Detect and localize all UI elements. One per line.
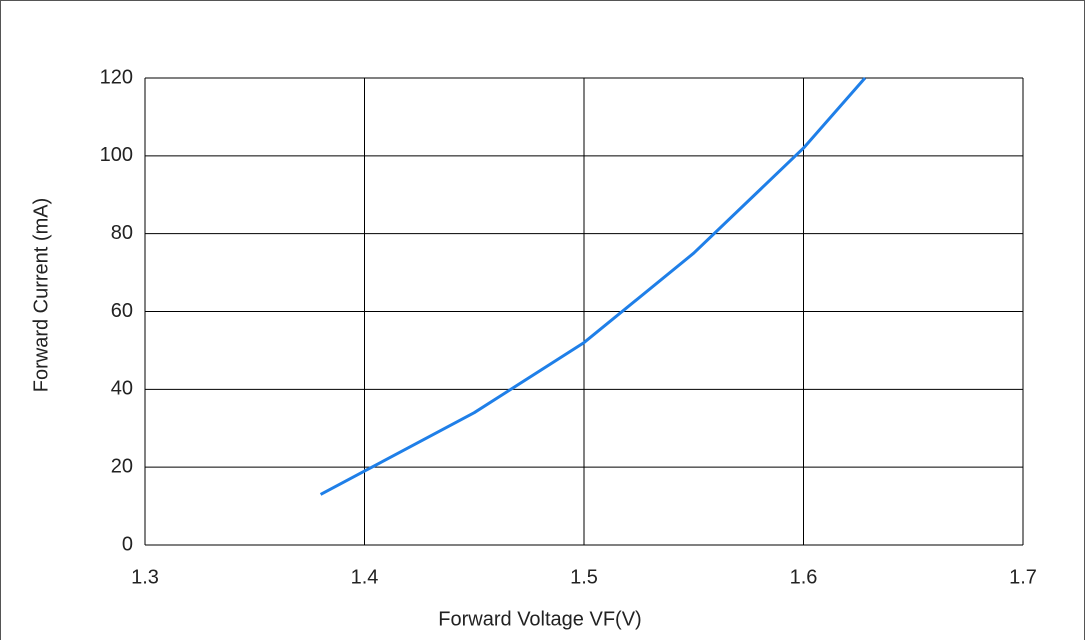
y-tick-label: 20	[111, 455, 133, 477]
x-tick-label: 1.6	[790, 566, 818, 588]
x-tick-label: 1.7	[1009, 566, 1037, 588]
y-axis-label: Forward Current (mA)	[30, 198, 52, 392]
y-tick-label: 100	[100, 144, 133, 166]
y-tick-label: 80	[111, 222, 133, 244]
x-axis-label: Forward Voltage VF(V)	[438, 608, 641, 630]
y-tick-label: 120	[100, 66, 133, 88]
y-tick-label: 40	[111, 378, 133, 400]
page: Forward Voltage VF(V) Forward Current (m…	[0, 0, 1085, 640]
y-tick-label: 0	[122, 533, 133, 555]
x-tick-label: 1.5	[570, 566, 598, 588]
chart: Forward Voltage VF(V) Forward Current (m…	[0, 0, 1085, 640]
chart-frame	[1, 1, 1085, 640]
x-tick-label: 1.3	[131, 566, 159, 588]
y-tick-label: 60	[111, 300, 133, 322]
x-tick-label: 1.4	[351, 566, 379, 588]
